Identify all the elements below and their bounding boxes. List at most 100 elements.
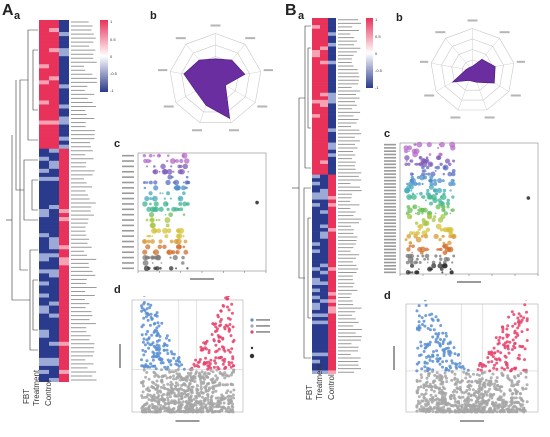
volcano-point xyxy=(510,396,514,400)
volcano-point xyxy=(214,356,218,360)
heatmap-cell xyxy=(312,313,321,318)
volcano-point xyxy=(150,395,154,399)
heatmap-cell xyxy=(328,28,336,33)
heatmap-cell xyxy=(328,167,336,172)
volcano-point xyxy=(232,396,236,400)
volcano-point xyxy=(159,379,163,383)
volcano-point xyxy=(432,350,435,354)
volcano-point xyxy=(166,387,169,391)
volcano-point xyxy=(455,390,459,394)
volcano-point xyxy=(415,369,419,373)
volcano-point xyxy=(154,367,158,371)
volcano-point xyxy=(227,405,230,409)
heatmap-cell xyxy=(59,365,69,371)
dotplot-point xyxy=(442,250,448,256)
heatmap-cell xyxy=(312,220,321,225)
volcano-point xyxy=(453,382,457,386)
heatmap-cell xyxy=(59,289,69,294)
volcano-point xyxy=(153,398,157,402)
volcano-point xyxy=(490,360,494,364)
dotplot-point xyxy=(165,159,169,163)
dotplot-point xyxy=(151,256,155,260)
heatmap-cell xyxy=(320,107,329,111)
volcano-point xyxy=(424,345,428,349)
volcano-point xyxy=(210,408,213,412)
volcano-point xyxy=(217,347,221,351)
heatmap-cell xyxy=(59,349,69,355)
dotplot-point xyxy=(415,182,419,186)
volcano-point xyxy=(165,367,168,371)
heatmap-cell xyxy=(320,309,329,314)
dotplot-category-label-mark xyxy=(384,192,396,195)
heatmap-cell xyxy=(312,213,321,218)
heatmap-cell xyxy=(59,277,69,282)
volcano-point xyxy=(213,384,217,388)
dotplot-point xyxy=(438,237,442,242)
dotplot-point xyxy=(447,246,454,253)
dotplot-point xyxy=(142,180,147,185)
heatmap-cell xyxy=(328,64,336,69)
volcano-point xyxy=(225,391,228,395)
volcano-point xyxy=(489,351,493,355)
volcano-point xyxy=(206,382,210,386)
heatmap-cell xyxy=(59,237,69,242)
volcano-point xyxy=(488,408,492,412)
dotplot-point xyxy=(165,179,171,186)
heatmap-cell xyxy=(328,299,336,304)
dotplot-point xyxy=(416,141,423,148)
dotplot-point xyxy=(411,258,414,261)
volcano-point xyxy=(454,400,457,404)
heatmap-cell xyxy=(320,92,329,97)
volcano-point xyxy=(167,406,171,409)
dotplot-point xyxy=(438,254,442,258)
heatmap-cell xyxy=(39,136,50,141)
volcano-point xyxy=(427,410,431,413)
dotplot-point xyxy=(439,267,444,271)
heatmap-cell xyxy=(328,142,336,147)
heatmap-cell xyxy=(39,164,50,170)
dotplot-category-label-mark xyxy=(384,196,396,198)
heatmap-cell xyxy=(39,233,50,238)
volcano-point xyxy=(176,367,180,371)
heatmap-cell xyxy=(49,156,60,162)
heatmap-cell xyxy=(39,365,50,371)
dotplot-point xyxy=(439,152,443,156)
heatmap-cell xyxy=(320,231,329,236)
heatmap-cell xyxy=(320,203,329,207)
volcano-point xyxy=(227,360,231,364)
volcano-point xyxy=(151,364,154,368)
heatmap-cell xyxy=(39,36,50,41)
heatmap-cell xyxy=(328,196,336,200)
volcano-point xyxy=(420,367,424,371)
heatmap-cell xyxy=(49,164,60,170)
radar-axis-label-mark xyxy=(245,37,256,40)
volcano-point xyxy=(196,400,200,404)
volcano-point xyxy=(157,324,161,328)
heatmap-cell xyxy=(328,370,336,374)
dotplot-point xyxy=(436,155,442,160)
volcano-point xyxy=(229,383,233,386)
volcano-point xyxy=(506,408,510,412)
dotplot-category-label-mark xyxy=(122,262,134,264)
heatmap-cell xyxy=(320,270,329,275)
volcano-point xyxy=(196,394,200,398)
dotplot-point xyxy=(165,223,170,228)
volcano-point xyxy=(456,380,460,384)
heatmap-cell xyxy=(39,120,50,125)
volcano-point xyxy=(509,409,513,413)
volcano-point xyxy=(483,385,487,389)
volcano-point xyxy=(155,351,159,355)
heatmap-cell xyxy=(49,84,60,89)
volcano-point xyxy=(145,338,149,342)
volcano-point xyxy=(429,407,433,411)
volcano-point xyxy=(218,324,222,328)
volcano-point xyxy=(525,310,528,314)
heatmap-cell xyxy=(312,242,321,247)
volcano-point xyxy=(496,342,500,346)
volcano-point xyxy=(194,395,198,398)
volcano-point xyxy=(187,384,191,388)
heatmap-cell xyxy=(320,89,329,94)
volcano-point xyxy=(204,397,207,400)
dotplot-category-label-mark xyxy=(384,170,396,172)
dotplot-point xyxy=(151,218,155,222)
